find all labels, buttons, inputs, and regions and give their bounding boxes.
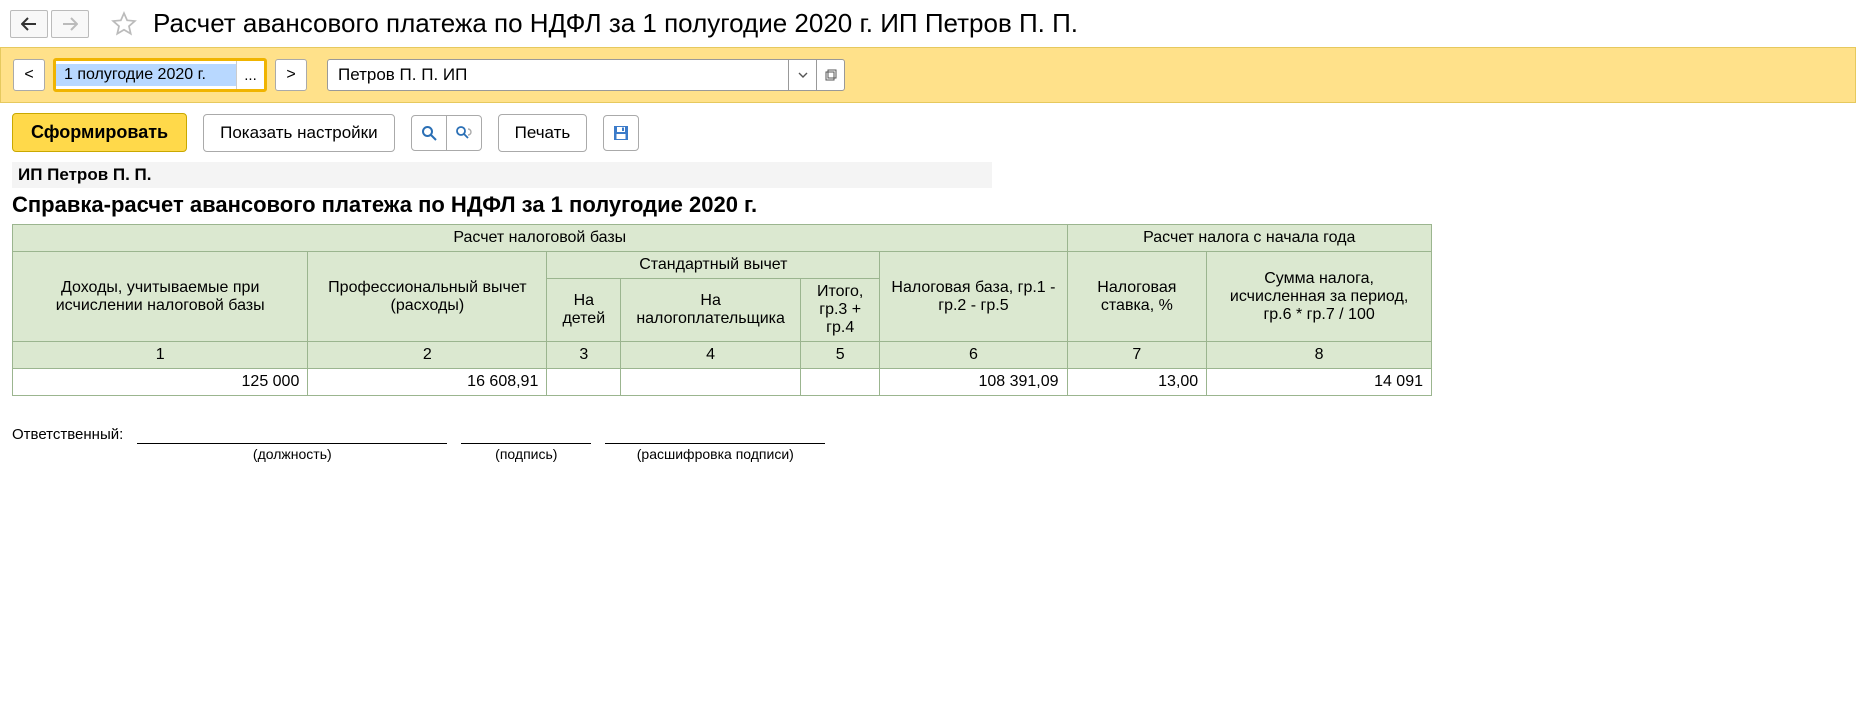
calc-table: Расчет налоговой базы Расчет налога с на… [12, 224, 1432, 396]
period-next-button[interactable]: > [275, 59, 307, 91]
col-4-header: На налогоплательщика [621, 279, 801, 342]
back-button[interactable] [10, 10, 48, 38]
period-field[interactable]: 1 полугодие 2020 г. ... [53, 58, 267, 92]
cell-6: 108 391,09 [880, 369, 1067, 396]
period-prev-button[interactable]: < [13, 59, 45, 91]
toolbar: Сформировать Показать настройки Печать [0, 103, 1856, 162]
signature-area: Ответственный: (должность) (подпись) (ра… [12, 426, 1844, 462]
colnum-2: 2 [308, 342, 547, 369]
colnum-4: 4 [621, 342, 801, 369]
organization-open-button[interactable] [816, 60, 844, 90]
save-icon [613, 125, 629, 141]
star-icon[interactable] [111, 11, 137, 37]
filter-bar: < 1 полугодие 2020 г. ... > Петров П. П.… [0, 47, 1856, 103]
report-area: ИП Петров П. П. Справка-расчет авансовог… [12, 162, 1844, 396]
arrow-right-icon [62, 17, 78, 31]
search-button[interactable] [411, 115, 447, 151]
page-title: Расчет авансового платежа по НДФЛ за 1 п… [153, 8, 1078, 39]
organization-value: Петров П. П. ИП [328, 60, 788, 90]
search-icon [421, 125, 437, 141]
col-1-header: Доходы, учитываемые при исчислении налог… [13, 252, 308, 342]
period-select-button[interactable]: ... [236, 61, 264, 89]
colnum-6: 6 [880, 342, 1067, 369]
col-2-header: Профессиональный вычет (расходы) [308, 252, 547, 342]
cell-1: 125 000 [13, 369, 308, 396]
search-group [411, 115, 482, 151]
cell-4 [621, 369, 801, 396]
search-reset-button[interactable] [446, 115, 482, 151]
cell-8: 14 091 [1207, 369, 1432, 396]
organization-field[interactable]: Петров П. П. ИП [327, 59, 845, 91]
signature-position: (должность) [137, 426, 447, 462]
group-std-deduction: Стандартный вычет [547, 252, 880, 279]
cell-7: 13,00 [1067, 369, 1207, 396]
signature-name: (расшифровка подписи) [605, 426, 825, 462]
col-3-header: На детей [547, 279, 621, 342]
cell-3 [547, 369, 621, 396]
open-icon [825, 69, 837, 81]
col-7-header: Налоговая ставка, % [1067, 252, 1207, 342]
chevron-right-icon: > [286, 66, 295, 84]
save-button[interactable] [603, 115, 639, 151]
forward-button[interactable] [51, 10, 89, 38]
period-value: 1 полугодие 2020 г. [56, 64, 236, 86]
colnum-3: 3 [547, 342, 621, 369]
generate-button[interactable]: Сформировать [12, 113, 187, 152]
col-6-header: Налоговая база, гр.1 - гр.2 - гр.5 [880, 252, 1067, 342]
organization-dropdown-button[interactable] [788, 60, 816, 90]
print-button[interactable]: Печать [498, 114, 588, 152]
colnum-5: 5 [801, 342, 880, 369]
top-nav: Расчет авансового платежа по НДФЛ за 1 п… [0, 0, 1856, 47]
group-tax-year: Расчет налога с начала года [1067, 225, 1431, 252]
table-row: 125 000 16 608,91 108 391,09 13,00 14 09… [13, 369, 1432, 396]
arrow-left-icon [21, 17, 37, 31]
show-settings-button[interactable]: Показать настройки [203, 114, 394, 152]
report-org: ИП Петров П. П. [12, 162, 992, 188]
colnum-1: 1 [13, 342, 308, 369]
colnum-7: 7 [1067, 342, 1207, 369]
cell-5 [801, 369, 880, 396]
chevron-left-icon: < [24, 66, 33, 84]
colnum-8: 8 [1207, 342, 1432, 369]
col-5-header: Итого, гр.3 + гр.4 [801, 279, 880, 342]
signature-label: Ответственный: [12, 426, 123, 443]
cell-2: 16 608,91 [308, 369, 547, 396]
report-title: Справка-расчет авансового платежа по НДФ… [12, 188, 1844, 224]
search-refresh-icon [455, 125, 472, 141]
group-tax-base: Расчет налоговой базы [13, 225, 1068, 252]
col-8-header: Сумма налога, исчисленная за период, гр.… [1207, 252, 1432, 342]
chevron-down-icon [798, 72, 808, 78]
signature-sign: (подпись) [461, 426, 591, 462]
